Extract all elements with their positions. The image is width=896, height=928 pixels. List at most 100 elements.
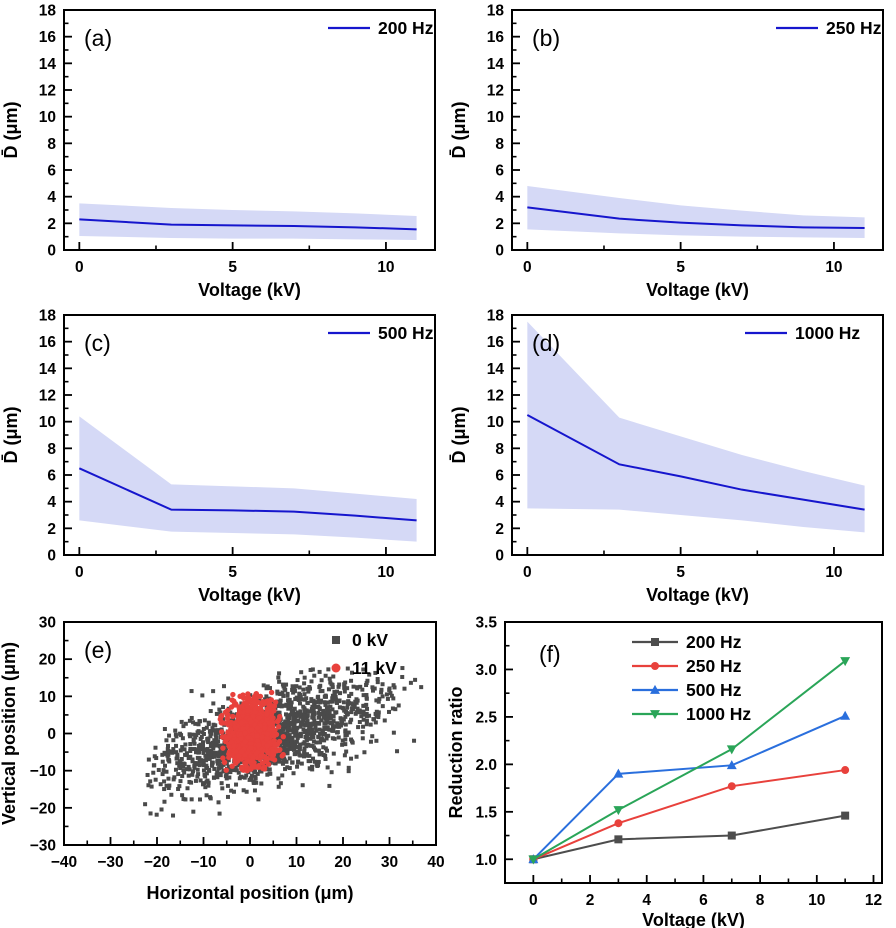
scatter-point <box>318 737 323 742</box>
scatter-point <box>302 697 307 702</box>
legend-marker <box>651 662 659 670</box>
scatter-point <box>375 680 380 685</box>
data-point-marker <box>840 657 851 667</box>
scatter-point <box>372 686 377 691</box>
scatter-point <box>205 748 210 753</box>
scatter-point <box>261 700 267 707</box>
mean-diameter-line <box>79 218 417 231</box>
scatter-point <box>192 765 197 770</box>
scatter-point <box>298 692 303 697</box>
scatter-point <box>368 722 373 727</box>
scatter-point <box>220 755 226 761</box>
scatter-point <box>221 705 226 710</box>
scatter-point <box>265 749 271 756</box>
scatter-point <box>249 773 254 778</box>
scatter-point <box>212 775 217 780</box>
scatter-point <box>266 720 272 726</box>
scatter-point <box>165 747 170 752</box>
y-tick-label: 12 <box>487 83 504 100</box>
scatter-point <box>341 700 346 705</box>
scatter-point <box>336 684 341 689</box>
panel-c-mean-diameter-500hz: 0 5 10 0 2 4 6 8 10 12 14 16 18 Voltage (kV) D̄ (μm) (c… <box>0 305 448 610</box>
scatter-point <box>235 715 242 721</box>
scatter-point <box>162 799 167 804</box>
scatter-point <box>210 740 215 745</box>
scatter-point <box>201 761 206 766</box>
scatter-point <box>295 678 300 683</box>
scatter-point <box>161 768 166 773</box>
scatter-point <box>331 719 336 724</box>
scatter-point <box>288 746 293 751</box>
y-tick-label: 30 <box>39 615 56 632</box>
y-tick-label: 0 <box>495 243 504 260</box>
scatter-point <box>298 731 303 736</box>
scatter-point <box>306 688 311 693</box>
data-point-marker <box>613 768 624 778</box>
scatter-point <box>265 772 270 777</box>
scatter-point <box>188 742 193 747</box>
scatter-point <box>391 696 396 701</box>
scatter-point <box>184 767 189 772</box>
scatter-point <box>237 709 243 715</box>
scatter-point <box>341 717 346 722</box>
scatter-point <box>240 726 246 732</box>
scatter-point <box>264 731 271 737</box>
y-tick-label: 12 <box>39 83 56 100</box>
y-tick-label: 14 <box>487 361 505 378</box>
scatter-point <box>180 774 185 779</box>
y-tick-label: −20 <box>30 800 56 817</box>
scatter-point <box>254 759 259 764</box>
scatter-point <box>373 720 378 725</box>
scatter-point <box>286 722 291 727</box>
scatter-point <box>229 788 234 793</box>
scatter-point <box>299 720 304 725</box>
scatter-point <box>201 750 206 755</box>
scatter-point <box>355 706 360 711</box>
scatter-point <box>380 694 385 699</box>
scatter-point <box>191 809 196 814</box>
series-line-250Hz <box>532 769 846 861</box>
legend-marker <box>331 663 341 673</box>
scatter-point <box>221 768 226 773</box>
scatter-point <box>279 753 285 759</box>
scatter-point <box>374 738 379 743</box>
scatter-point <box>188 746 193 751</box>
scatter-point <box>325 765 330 770</box>
scatter-point <box>215 751 220 756</box>
scatter-point <box>307 685 312 690</box>
scatter-point <box>346 765 351 770</box>
scatter-point <box>194 733 199 738</box>
scatter-point <box>233 748 239 755</box>
y-tick-label: 8 <box>495 136 504 153</box>
plot-area-f: 0 2 4 6 8 10 12 1.0 1.5 2.0 2.5 3.0 3.5 Voltage (kV) R… <box>448 615 883 928</box>
scatter-point <box>339 720 344 725</box>
scatter-point <box>325 714 330 719</box>
legend-marker <box>650 684 660 694</box>
scatter-point <box>173 767 178 772</box>
scatter-point <box>311 735 316 740</box>
scatter-point <box>295 736 300 741</box>
scatter-point <box>302 752 307 757</box>
scatter-point <box>330 696 335 701</box>
scatter-point <box>303 722 308 727</box>
y-tick-label: 1.5 <box>475 804 497 821</box>
y-tick-label: 2 <box>495 216 504 233</box>
y-axis-label: Reduction ratio <box>448 686 466 818</box>
scatter-point <box>395 749 400 754</box>
scatter-point <box>392 685 397 690</box>
axes-box <box>504 621 883 884</box>
scatter-point <box>367 672 372 677</box>
scatter-point <box>286 737 291 742</box>
legend-label: 250 Hz <box>686 656 742 676</box>
scatter-point <box>331 751 336 756</box>
scatter-point <box>287 704 292 709</box>
scatter-point <box>216 754 221 759</box>
scatter-point <box>251 779 256 784</box>
scatter-point <box>167 783 172 788</box>
scatter-point <box>367 713 372 718</box>
scatter-point <box>314 740 319 745</box>
scatter-point <box>310 667 315 672</box>
y-tick-label: 16 <box>487 29 505 46</box>
scatter-point <box>276 735 281 740</box>
scatter-point <box>180 761 185 766</box>
